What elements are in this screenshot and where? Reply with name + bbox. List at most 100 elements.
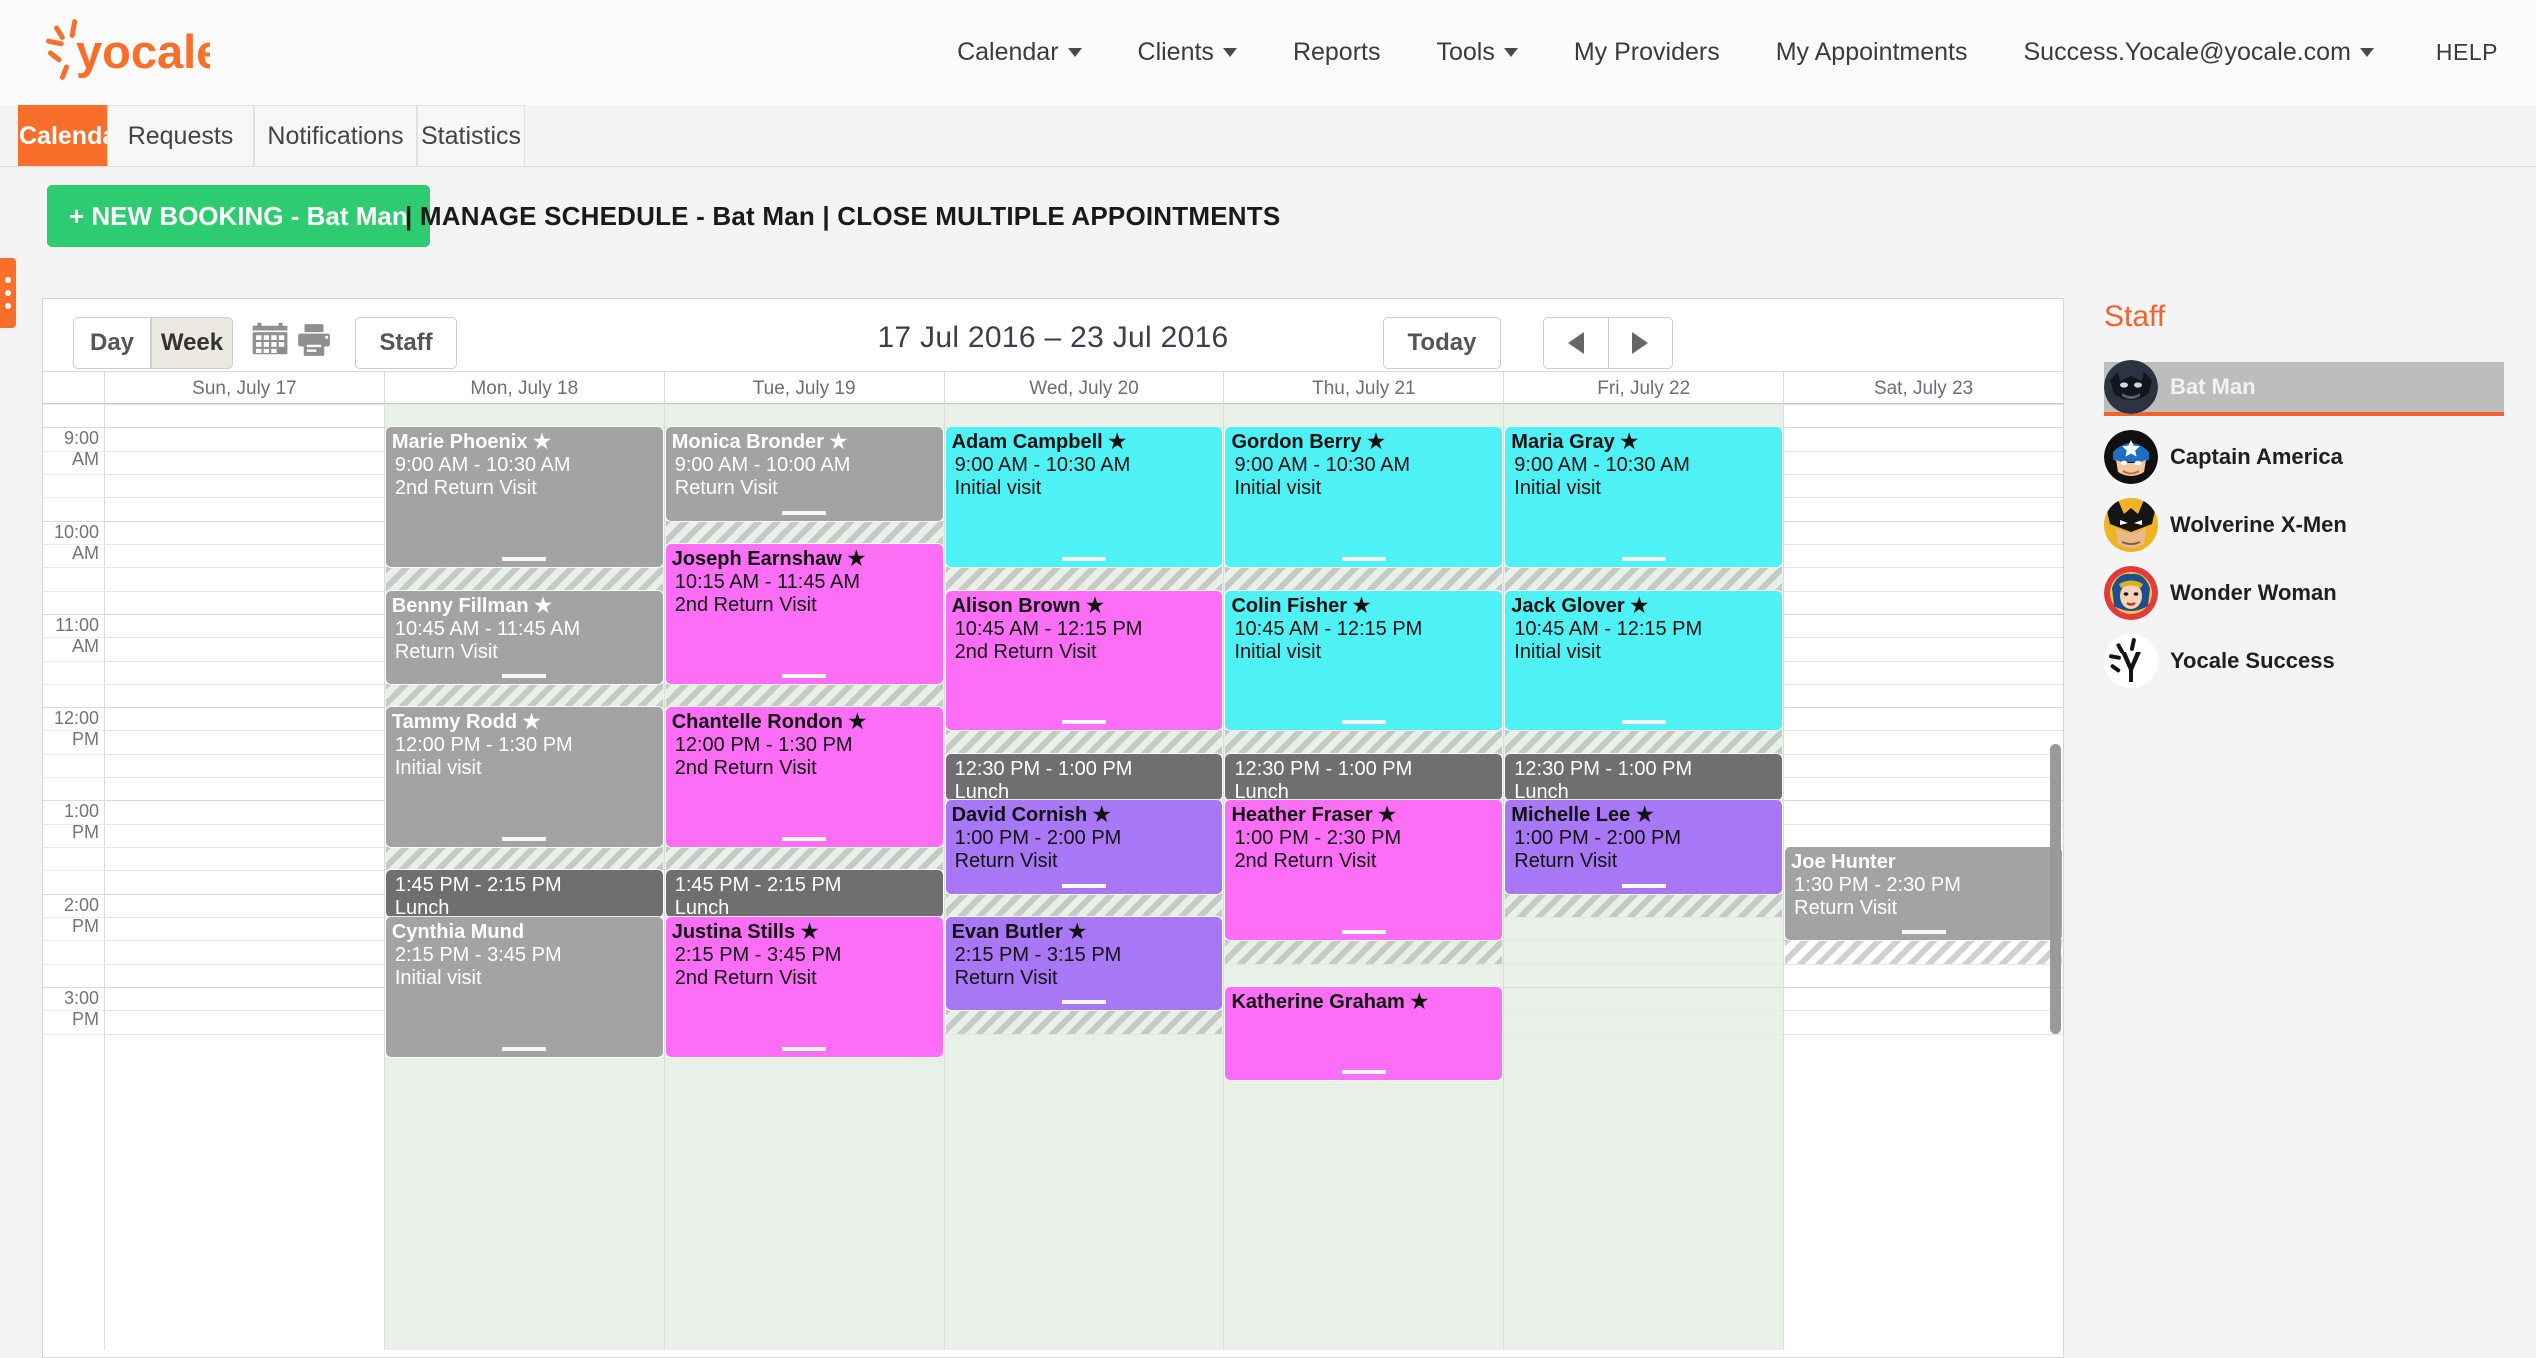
appointment-buffer: [385, 683, 663, 708]
tab-statistics[interactable]: Statistics: [417, 105, 525, 166]
appointment-service: Lunch: [674, 897, 730, 917]
grid-line: [664, 404, 944, 405]
resize-handle[interactable]: [1621, 883, 1666, 888]
view-week-button[interactable]: Week: [151, 317, 233, 369]
resize-handle[interactable]: [782, 510, 827, 515]
appointment-block[interactable]: David Cornish ★ 1:00 PM - 2:00 PM Return V…: [945, 800, 1223, 894]
tab-requests[interactable]: Requests (None): [107, 105, 254, 211]
appointment-block[interactable]: Gordon Berry ★ 9:00 AM - 10:30 AM Initial …: [1225, 427, 1503, 568]
appointment-block[interactable]: Cynthia Mund 2:15 PM - 3:45 PM Initial vis…: [385, 917, 663, 1057]
day-column-sun[interactable]: [105, 404, 385, 1350]
resize-handle[interactable]: [1621, 557, 1666, 562]
grid-line: [105, 847, 384, 849]
nav-item-clients[interactable]: Clients: [1138, 38, 1237, 67]
day-column-wed[interactable]: Adam Campbell ★ 9:00 AM - 10:30 AM Initial…: [944, 404, 1225, 1350]
appointment-block[interactable]: Tammy Rodd ★ 12:00 PM - 1:30 PM Initial vi…: [385, 707, 663, 848]
resize-handle[interactable]: [1901, 930, 1946, 935]
appointment-block[interactable]: Evan Butler ★ 2:15 PM - 3:15 PM Return Vis…: [945, 917, 1223, 1011]
resize-handle[interactable]: [782, 1046, 827, 1051]
grid-line: [105, 427, 384, 429]
day-column-fri[interactable]: Maria Gray ★ 9:00 AM - 10:30 AM Initial vi…: [1504, 404, 1785, 1350]
resize-handle[interactable]: [782, 837, 827, 842]
appointment-block[interactable]: Katherine Graham ★: [1225, 986, 1503, 1081]
tab-notifications[interactable]: Notifications (55): [254, 105, 417, 211]
nav-item-account[interactable]: Success.Yocale@yocale.com: [2024, 38, 2374, 67]
appointment-block[interactable]: Michelle Lee ★ 1:00 PM - 2:00 PM Return Vi…: [1505, 800, 1783, 894]
new-booking-button[interactable]: + NEW BOOKING - Bat Man: [47, 185, 430, 247]
staff-list-item[interactable]: Bat Man: [2104, 360, 2504, 416]
day-column-tue[interactable]: Monica Bronder ★ 9:00 AM - 10:00 AM Return…: [664, 404, 945, 1350]
separator: |: [822, 201, 830, 231]
print-icon[interactable]: [295, 321, 333, 359]
appointment-service: 2nd Return Visit: [954, 640, 1097, 663]
appointment-block[interactable]: Chantelle Rondon ★ 12:00 PM - 1:30 PM 2nd …: [665, 707, 943, 848]
appointment-block[interactable]: Monica Bronder ★ 9:00 AM - 10:00 AM Return…: [665, 427, 943, 521]
vertical-scrollbar[interactable]: [2050, 744, 2061, 1034]
view-day-button[interactable]: Day: [73, 317, 151, 369]
resize-handle[interactable]: [1341, 930, 1386, 935]
staff-filter-button[interactable]: Staff: [355, 317, 457, 369]
appointment-service: Return Visit: [1514, 850, 1618, 873]
appointment-block[interactable]: Maria Gray ★ 9:00 AM - 10:30 AM Initial vi…: [1505, 427, 1783, 568]
grid-line: [1504, 917, 1784, 918]
resize-handle[interactable]: [1621, 720, 1666, 725]
appointment-time: 12:30 PM - 1:00 PM: [954, 757, 1133, 780]
calendar-icon[interactable]: [251, 321, 289, 359]
resize-handle[interactable]: [1341, 720, 1386, 725]
tab-calendar[interactable]: Calendar: [18, 105, 126, 166]
appointment-block[interactable]: Jack Glover ★ 10:45 AM - 12:15 PM Initial …: [1505, 590, 1783, 731]
lunch-block[interactable]: 1:45 PM - 2:15 PM Lunch: [385, 870, 663, 917]
resize-handle[interactable]: [1062, 720, 1106, 725]
appointment-block[interactable]: Colin Fisher ★ 10:45 AM - 12:15 PM Initial…: [1225, 590, 1503, 731]
staff-sidebar: Staff Bat Man Captain America Wolverine X-…: [2104, 300, 2504, 702]
appointment-block[interactable]: Adam Campbell ★ 9:00 AM - 10:30 AM Initial…: [945, 427, 1223, 568]
lunch-block[interactable]: 1:45 PM - 2:15 PM Lunch: [665, 870, 943, 917]
resize-handle[interactable]: [502, 557, 547, 562]
prev-week-button[interactable]: [1544, 318, 1609, 368]
staff-list-item[interactable]: Captain America: [2104, 430, 2504, 484]
appointment-block[interactable]: Alison Brown ★ 10:45 AM - 12:15 PM 2nd Ret…: [945, 590, 1223, 731]
lunch-block[interactable]: 12:30 PM - 1:00 PM Lunch: [945, 753, 1223, 801]
staff-list-item[interactable]: Wolverine X-Men: [2104, 498, 2504, 552]
appointment-block[interactable]: Heather Fraser ★ 1:00 PM - 2:30 PM 2nd Ret…: [1225, 800, 1503, 941]
resize-handle[interactable]: [502, 673, 547, 678]
nav-item-tools[interactable]: Tools: [1436, 38, 1518, 67]
nav-item-my-appointments[interactable]: My Appointments: [1776, 38, 1968, 67]
day-column-mon[interactable]: Marie Phoenix ★ 9:00 AM - 10:30 AM 2nd Ret…: [384, 404, 665, 1350]
appointment-block[interactable]: Justina Stills ★ 2:15 PM - 3:45 PM 2nd Ret…: [665, 917, 943, 1057]
resize-handle[interactable]: [1341, 1070, 1386, 1075]
staff-list-item[interactable]: Yocale Success: [2104, 634, 2504, 688]
nav-item-calendar[interactable]: Calendar: [957, 38, 1082, 67]
resize-handle[interactable]: [1062, 557, 1106, 562]
nav-item-my-providers[interactable]: My Providers: [1574, 38, 1720, 67]
lunch-block[interactable]: 12:30 PM - 1:00 PM Lunch: [1505, 753, 1783, 801]
resize-handle[interactable]: [782, 673, 827, 678]
resize-handle[interactable]: [502, 837, 547, 842]
dot-icon: [5, 277, 11, 283]
today-button[interactable]: Today: [1383, 317, 1501, 369]
yocale-logo[interactable]: yocale: [40, 16, 210, 90]
appointment-block[interactable]: Benny Fillman ★ 10:45 AM - 11:45 AM Return…: [385, 590, 663, 684]
appointment-time: 10:45 AM - 12:15 PM: [1514, 617, 1703, 640]
appointment-block[interactable]: Joe Hunter 1:30 PM - 2:30 PM Return Visit: [1785, 847, 2063, 941]
staff-list-item[interactable]: Wonder Woman: [2104, 566, 2504, 620]
nav-item-reports[interactable]: Reports: [1293, 38, 1381, 67]
day-column-thu[interactable]: Gordon Berry ★ 9:00 AM - 10:30 AM Initial …: [1224, 404, 1505, 1350]
grid-line: [1784, 777, 2063, 779]
resize-handle[interactable]: [1341, 557, 1386, 562]
nav-item-help[interactable]: HELP: [2435, 39, 2498, 65]
manage-schedule-link[interactable]: MANAGE SCHEDULE - Bat Man: [419, 201, 815, 231]
appointment-buffer: [665, 683, 943, 708]
resize-handle[interactable]: [1062, 883, 1106, 888]
next-week-button[interactable]: [1609, 318, 1673, 368]
lunch-block[interactable]: 12:30 PM - 1:00 PM Lunch: [1225, 753, 1503, 801]
day-column-sat[interactable]: Joe Hunter 1:30 PM - 2:30 PM Return Visit: [1784, 404, 2063, 1350]
appointment-block[interactable]: Joseph Earnshaw ★ 10:15 AM - 11:45 AM 2nd …: [665, 543, 943, 684]
appointment-block[interactable]: Marie Phoenix ★ 9:00 AM - 10:30 AM 2nd Ret…: [385, 427, 663, 568]
resize-handle[interactable]: [502, 1046, 547, 1051]
resize-handle[interactable]: [1062, 1000, 1106, 1005]
time-label: 1:00 PM: [43, 800, 105, 842]
side-panel-toggle[interactable]: [0, 258, 16, 328]
staff-member-name: Wolverine X-Men: [2170, 512, 2347, 537]
close-multiple-appointments-link[interactable]: CLOSE MULTIPLE APPOINTMENTS: [837, 201, 1281, 231]
